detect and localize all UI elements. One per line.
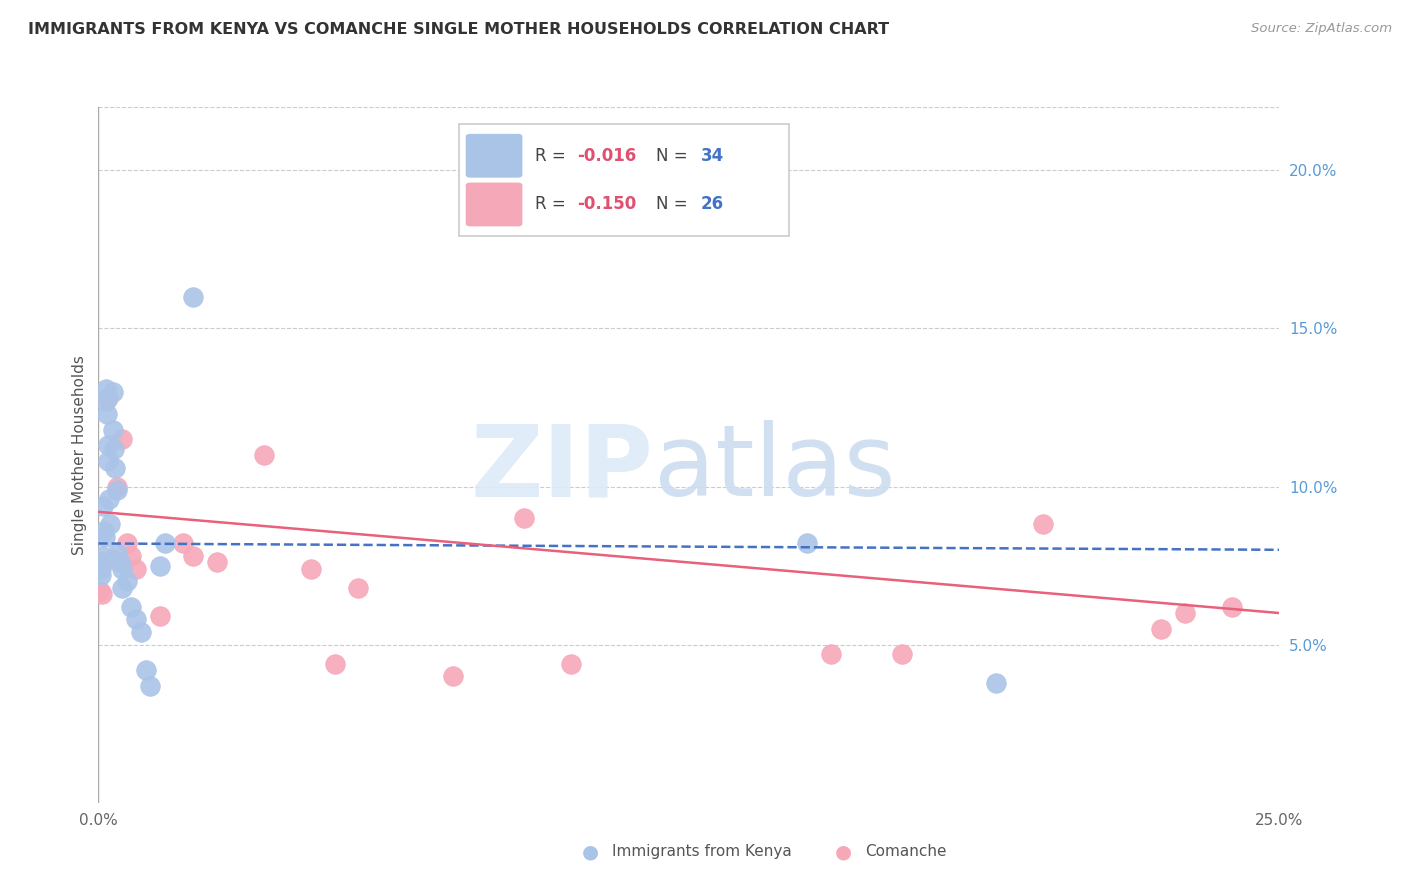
Point xyxy=(93,524,115,538)
Point xyxy=(121,599,143,614)
Point xyxy=(149,558,172,573)
Point xyxy=(91,499,114,513)
Point xyxy=(101,423,124,437)
Point xyxy=(94,382,117,396)
Point xyxy=(149,609,172,624)
Point xyxy=(89,556,111,570)
Text: N =: N = xyxy=(655,195,693,213)
Text: -0.016: -0.016 xyxy=(576,147,636,165)
Text: R =: R = xyxy=(536,195,571,213)
Text: -0.150: -0.150 xyxy=(576,195,636,213)
Point xyxy=(560,657,582,671)
Point xyxy=(108,556,131,570)
Point xyxy=(104,460,127,475)
Point xyxy=(129,625,152,640)
Point xyxy=(97,438,120,452)
Point xyxy=(441,669,464,683)
Point xyxy=(93,530,115,544)
Text: ●: ● xyxy=(835,842,852,862)
Point xyxy=(96,407,118,421)
Point xyxy=(111,581,134,595)
Point xyxy=(103,442,125,456)
Y-axis label: Single Mother Households: Single Mother Households xyxy=(72,355,87,555)
Text: 26: 26 xyxy=(700,195,724,213)
Text: N =: N = xyxy=(655,147,693,165)
Point xyxy=(115,574,138,589)
Point xyxy=(98,517,121,532)
Point xyxy=(105,479,128,493)
Text: 34: 34 xyxy=(700,147,724,165)
Point xyxy=(135,663,157,677)
Point xyxy=(181,290,204,304)
Point xyxy=(90,568,112,582)
Point xyxy=(512,511,534,525)
Text: Source: ZipAtlas.com: Source: ZipAtlas.com xyxy=(1251,22,1392,36)
Point xyxy=(1174,606,1197,620)
Point xyxy=(90,562,112,576)
Point xyxy=(101,384,124,399)
Point xyxy=(796,536,818,550)
Point xyxy=(105,483,128,497)
Text: R =: R = xyxy=(536,147,571,165)
Point xyxy=(91,549,114,563)
Point xyxy=(97,391,120,405)
Point xyxy=(205,556,228,570)
Point xyxy=(153,536,176,550)
Point xyxy=(94,394,117,409)
Point xyxy=(323,657,346,671)
Point xyxy=(89,583,111,598)
Point xyxy=(91,587,114,601)
FancyBboxPatch shape xyxy=(465,183,523,227)
Point xyxy=(820,647,842,661)
Point xyxy=(347,581,370,595)
Point xyxy=(181,549,204,563)
Point xyxy=(97,492,120,507)
Point xyxy=(111,432,134,446)
Point xyxy=(105,546,128,560)
Point xyxy=(1220,599,1243,614)
Point xyxy=(172,536,194,550)
Text: atlas: atlas xyxy=(654,420,896,517)
Point xyxy=(984,675,1007,690)
Text: ZIP: ZIP xyxy=(471,420,654,517)
FancyBboxPatch shape xyxy=(458,124,789,235)
Point xyxy=(115,536,138,550)
FancyBboxPatch shape xyxy=(465,134,523,178)
Text: Immigrants from Kenya: Immigrants from Kenya xyxy=(612,845,792,859)
Point xyxy=(121,549,143,563)
Point xyxy=(1032,517,1054,532)
Point xyxy=(97,454,120,468)
Text: Comanche: Comanche xyxy=(865,845,946,859)
Point xyxy=(101,552,124,566)
Text: ●: ● xyxy=(582,842,599,862)
Point xyxy=(253,448,276,462)
Point xyxy=(111,562,134,576)
Text: IMMIGRANTS FROM KENYA VS COMANCHE SINGLE MOTHER HOUSEHOLDS CORRELATION CHART: IMMIGRANTS FROM KENYA VS COMANCHE SINGLE… xyxy=(28,22,889,37)
Point xyxy=(125,562,148,576)
Point xyxy=(299,562,322,576)
Point xyxy=(139,679,162,693)
Point xyxy=(1150,622,1173,636)
Point xyxy=(890,647,912,661)
Point xyxy=(125,612,148,626)
